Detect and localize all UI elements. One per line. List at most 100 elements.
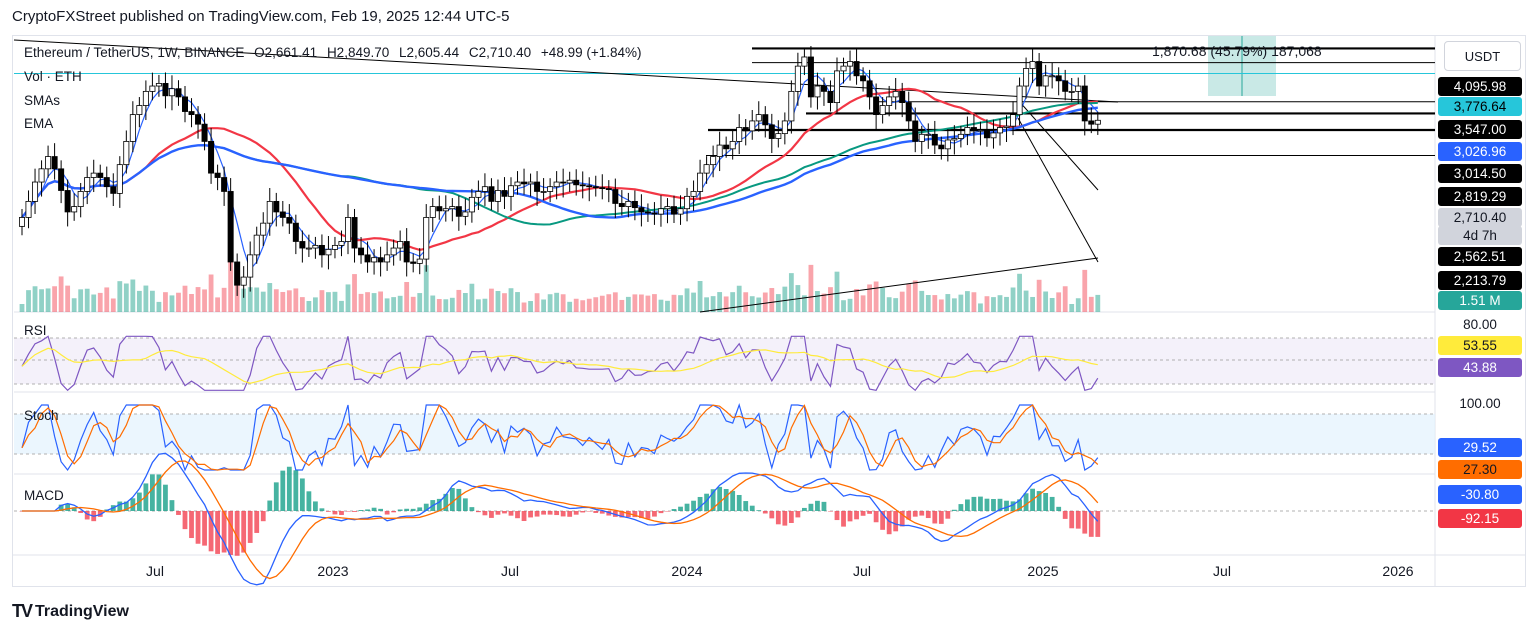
volume-bar <box>260 291 266 312</box>
macd-hist-value: -92.15 <box>1461 511 1499 526</box>
volume-bar <box>299 297 305 312</box>
candle-body <box>214 172 221 178</box>
macd-histogram-bar <box>365 509 370 511</box>
macd-histogram-bar <box>1069 511 1075 529</box>
symbol-title[interactable]: Ethereum / TetherUS, 1W, BINANCE <box>24 45 245 60</box>
ohlc-close: C2,710.40 <box>468 45 532 60</box>
volume-bar <box>495 290 501 312</box>
volume-bar <box>78 289 84 312</box>
measure-label: 1,870.68 (45.79%) 187,068 <box>1152 43 1322 59</box>
volume-bar <box>697 281 703 312</box>
price-axis-label-bg <box>1438 164 1522 183</box>
macd-histogram-bar <box>1049 496 1055 511</box>
footer-brand[interactable]: TV TradingView <box>12 601 129 622</box>
macd-histogram-bar <box>515 511 520 519</box>
candle-body <box>364 254 371 263</box>
candle-body <box>820 85 827 92</box>
legend-vol[interactable]: Vol · ETH <box>24 69 82 84</box>
price-axis-label-bg <box>1438 226 1522 245</box>
volume-bar <box>730 292 736 312</box>
candle-body <box>931 133 938 146</box>
candle-body <box>834 70 841 104</box>
candle-body <box>657 208 664 215</box>
candle-body <box>716 144 723 157</box>
volume-bar <box>554 292 560 312</box>
candle-body <box>703 164 710 174</box>
macd-histogram-bar <box>326 511 331 512</box>
candle-body <box>605 188 612 190</box>
volume-bar <box>482 298 488 312</box>
volume-bar <box>632 294 638 312</box>
macd-histogram-bar <box>815 500 820 511</box>
volume-bar <box>202 289 207 312</box>
candle-body <box>325 248 332 256</box>
macd-histogram-bar <box>528 511 533 518</box>
macd-histogram-bar <box>332 511 338 515</box>
macd-histogram-bar <box>476 511 481 513</box>
candle-body <box>684 195 691 210</box>
rsi-ma-value: 53.55 <box>1463 338 1497 353</box>
volume-bar <box>378 291 383 312</box>
macd-histogram-bar <box>247 511 253 543</box>
volume-bar <box>410 296 416 312</box>
candle-body <box>1055 75 1062 82</box>
volume-bar <box>938 299 944 312</box>
candle-body <box>468 196 475 213</box>
candle-body <box>129 114 136 142</box>
volume-bar <box>1095 294 1101 312</box>
volume-bar <box>456 289 462 312</box>
macd-histogram-bar <box>508 511 514 516</box>
candle-body <box>123 141 130 166</box>
volume-bar <box>1043 291 1049 312</box>
macd-histogram-bar <box>873 511 879 523</box>
macd-histogram-bar <box>143 483 149 511</box>
volume-bar <box>469 283 475 312</box>
candle-body <box>279 211 286 218</box>
volume-bar <box>658 299 664 312</box>
volume-bar <box>945 294 951 312</box>
volume-bar <box>19 304 25 312</box>
price-axis-label-bg <box>1438 208 1522 227</box>
macd-histogram-bar <box>991 499 996 511</box>
volume-bar <box>912 280 918 312</box>
ohlc-open: O2,661.41 <box>254 45 318 60</box>
stoch-title: Stoch <box>24 408 59 423</box>
macd-histogram-bar <box>951 509 957 511</box>
price-axis-label-bg <box>1438 291 1522 310</box>
currency-button[interactable]: USDT <box>1444 41 1521 71</box>
candle-body <box>1068 90 1075 93</box>
candle-body <box>136 105 143 116</box>
candle-body <box>671 206 678 215</box>
volume-bar <box>769 288 775 312</box>
macd-histogram-bar <box>208 511 214 552</box>
macd-histogram-bar <box>1062 511 1068 519</box>
volume-bar <box>580 300 586 312</box>
volume-bar <box>606 294 612 312</box>
footer-brand-label: TradingView <box>35 602 129 620</box>
volume-bar <box>612 292 618 312</box>
legend-ema[interactable]: EMA <box>24 116 54 131</box>
volume-bar <box>502 293 507 312</box>
trend-line <box>1017 117 1099 263</box>
volume-bar <box>65 285 71 312</box>
volume-bar <box>1082 269 1088 312</box>
volume-bar <box>567 301 573 312</box>
volume-bar <box>665 300 670 312</box>
volume-bar <box>873 281 879 312</box>
candle-body <box>299 241 306 249</box>
volume-bar <box>417 293 423 312</box>
candle-body <box>553 181 560 188</box>
candle-body <box>938 144 945 150</box>
macd-histogram-bar <box>867 511 872 514</box>
candle-body <box>827 90 834 104</box>
candle-body <box>697 172 704 192</box>
volume-bar <box>710 296 716 312</box>
volume-bar <box>384 298 390 312</box>
volume-bar <box>899 291 905 312</box>
ohlc-high: H2,849.70 <box>326 45 390 60</box>
volume-bar <box>52 286 57 312</box>
legend-smas[interactable]: SMAs <box>24 93 61 108</box>
volume-bar <box>176 292 181 312</box>
candle-body <box>866 80 873 98</box>
